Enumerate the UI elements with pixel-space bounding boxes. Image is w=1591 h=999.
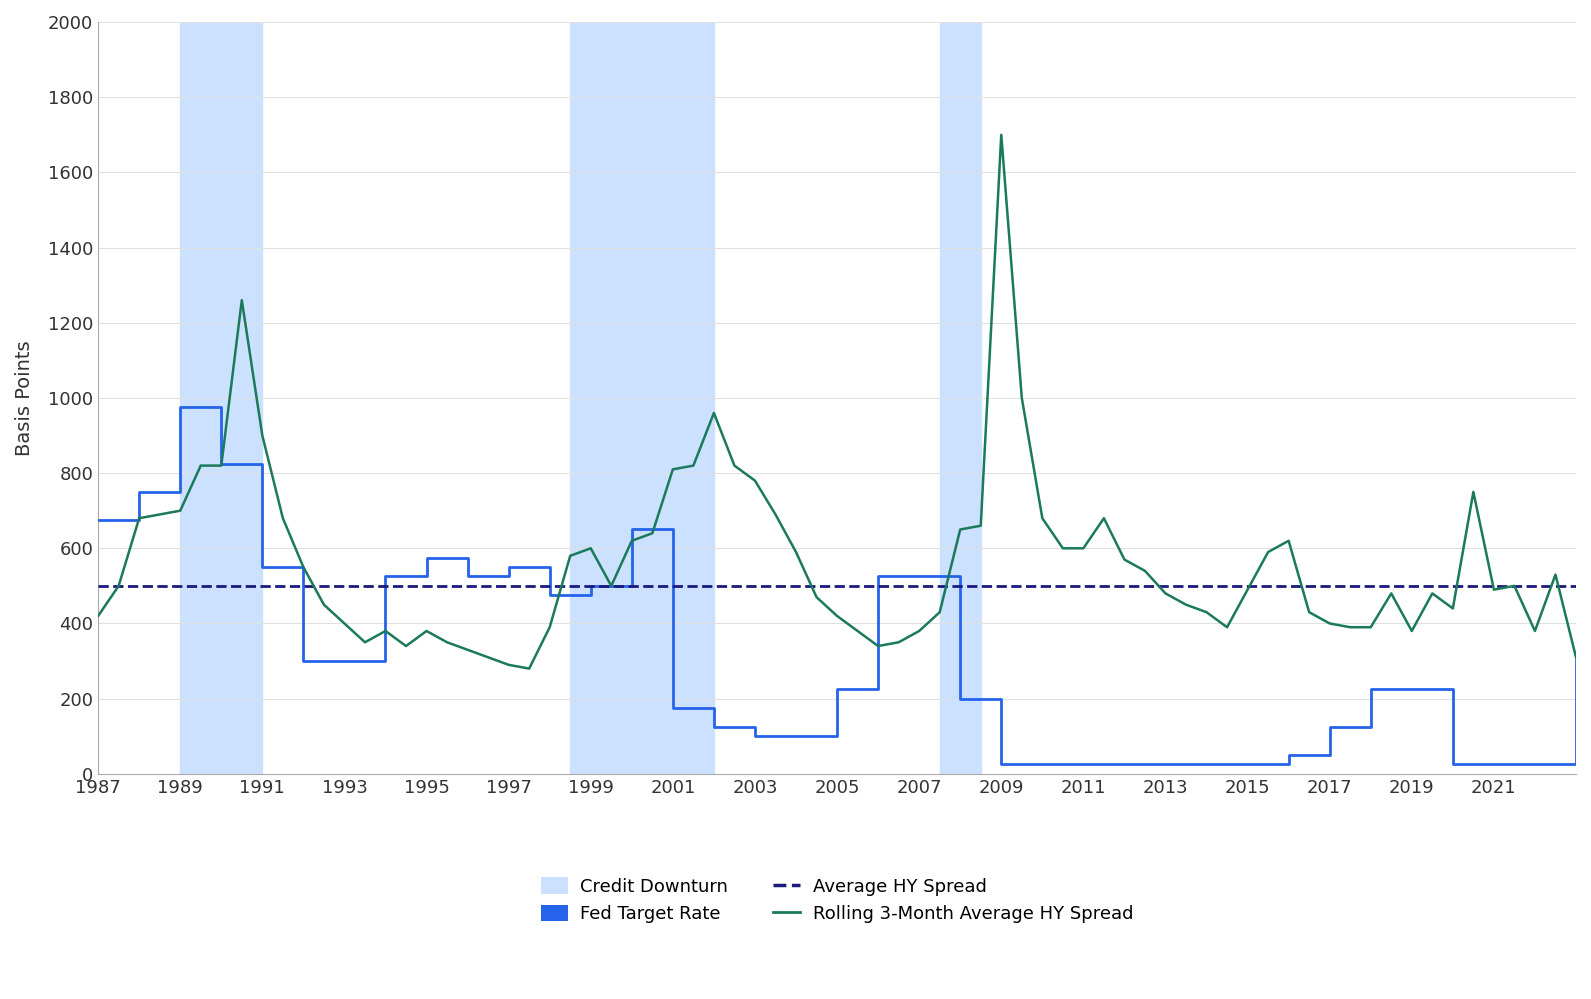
Legend: Credit Downturn, Fed Target Rate, Average HY Spread, Rolling 3-Month Average HY : Credit Downturn, Fed Target Rate, Averag… [533, 870, 1141, 930]
Y-axis label: Basis Points: Basis Points [14, 340, 33, 456]
Bar [180, 22, 263, 774]
Bar [570, 22, 714, 774]
Bar [940, 22, 980, 774]
